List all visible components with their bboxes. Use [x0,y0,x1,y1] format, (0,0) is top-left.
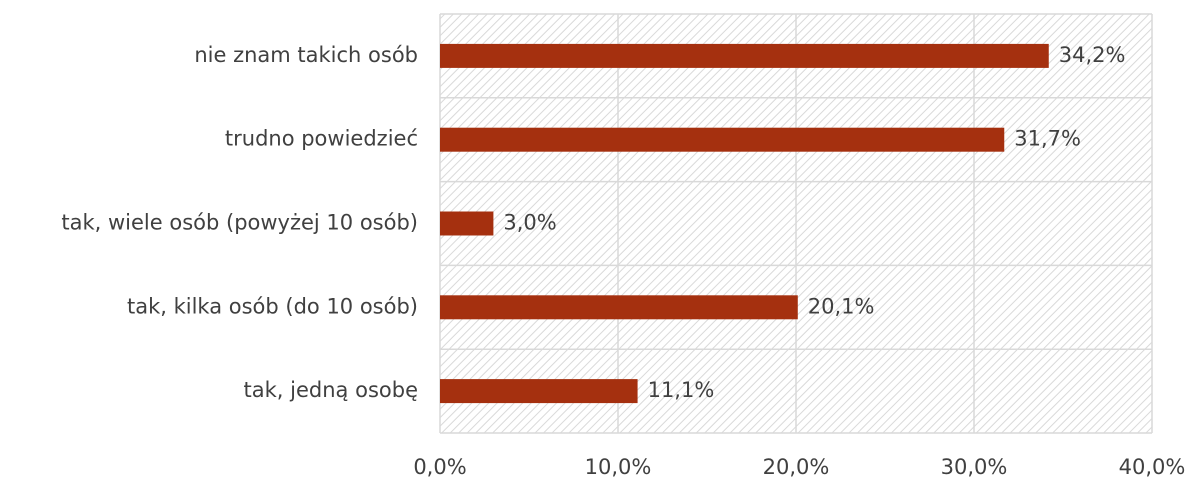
x-tick-label: 0,0% [413,455,466,479]
x-tick-label: 10,0% [585,455,652,479]
bar [440,43,1049,68]
y-tick-label: tak, wiele osób (powyżej 10 osób) [61,211,418,235]
x-tick-label: 40,0% [1119,455,1186,479]
data-label: 31,7% [1014,127,1081,151]
data-label: 11,1% [648,378,715,402]
data-label: 3,0% [503,211,556,235]
data-label: 20,1% [808,294,875,318]
bar [440,127,1005,152]
y-tick-label: tak, kilka osób (do 10 osób) [127,294,418,318]
x-tick-label: 20,0% [763,455,830,479]
y-tick-label: trudno powiedzieć [225,127,418,151]
x-tick-label: 30,0% [941,455,1008,479]
bar [440,379,638,404]
y-tick-label: nie znam takich osób [194,43,418,67]
y-tick-label: tak, jedną osobę [244,378,418,402]
bar [440,295,798,320]
data-label: 34,2% [1059,43,1126,67]
bar [440,211,494,236]
